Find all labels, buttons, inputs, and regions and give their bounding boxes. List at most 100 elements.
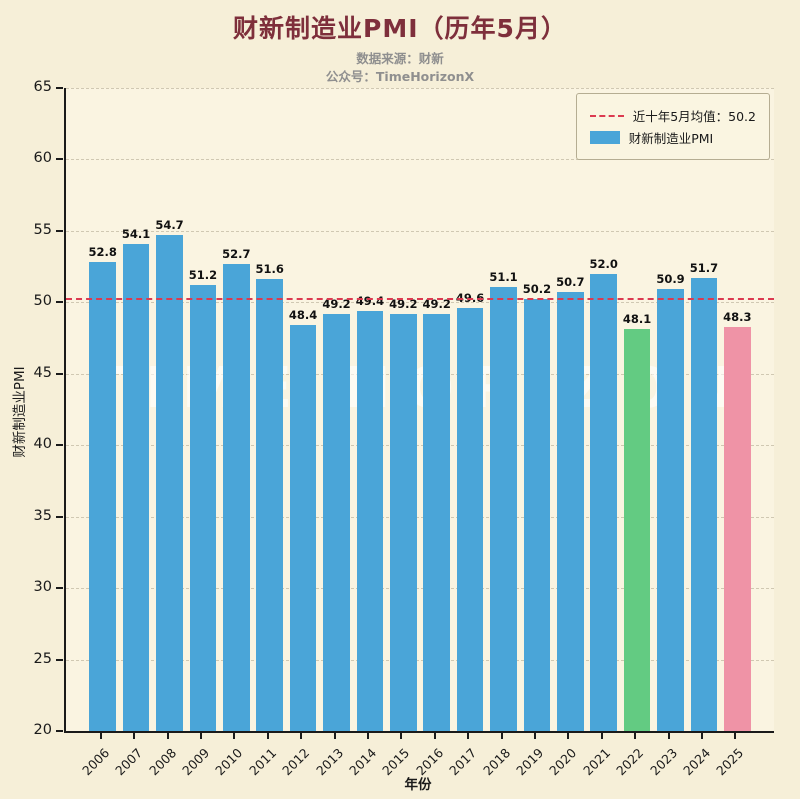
x-tick-mark [333, 733, 336, 739]
mean-line-swatch [589, 114, 624, 117]
mean-line [66, 298, 774, 301]
legend-mean-label: 近十年5月均值：50.2 [632, 109, 756, 124]
plot-area: TIME HORIZON 近十年5月均值：50.2 财新制造业PMI 52.8 5… [64, 88, 774, 733]
y-tick-mark [56, 372, 63, 375]
legend-row-series: 财新制造业PMI [589, 128, 756, 147]
bar-value-label: 51.1 [489, 269, 518, 284]
gridline [66, 373, 774, 375]
bar-2008 [156, 235, 183, 731]
bar-value-label: 48.1 [622, 312, 652, 327]
bar-2018 [490, 286, 517, 731]
bar-2020 [556, 292, 584, 731]
account-subtitle: 公众号：TimeHorizonX [325, 69, 475, 84]
x-tick-mark [266, 733, 269, 739]
bar-value-label: 48.3 [723, 309, 752, 324]
bar-2025 [723, 326, 751, 731]
x-tick-mark [667, 733, 670, 739]
y-tick-label: 60 [33, 150, 52, 167]
y-tick-label: 30 [33, 579, 52, 596]
bar-2021 [590, 273, 618, 731]
bar-2012 [289, 325, 317, 731]
bar-2024 [690, 278, 718, 731]
y-tick-label: 45 [33, 364, 52, 381]
gridline [66, 659, 774, 661]
bar-2009 [189, 285, 217, 731]
y-tick-label: 50 [33, 293, 52, 310]
bar-value-label: 54.7 [155, 218, 184, 233]
gridline [66, 88, 774, 89]
x-tick-mark [700, 733, 703, 739]
bar-2014 [356, 310, 384, 731]
legend: 近十年5月均值：50.2 财新制造业PMI [575, 93, 770, 160]
y-tick-mark [56, 658, 63, 661]
y-tick-mark [56, 730, 63, 732]
x-tick-mark [300, 733, 303, 739]
y-tick-label: 20 [33, 722, 52, 738]
x-tick-mark [500, 733, 503, 739]
bar-value-label: 49.4 [355, 293, 385, 308]
legend-row-mean: 近十年5月均值：50.2 [589, 106, 756, 125]
bar-2015 [389, 313, 417, 731]
bar-2017 [456, 308, 484, 731]
bar-value-label: 50.7 [556, 275, 585, 290]
bar-2022 [623, 329, 651, 731]
y-tick-mark [56, 158, 63, 161]
gridline [66, 230, 774, 232]
bar-value-label: 52.8 [88, 245, 117, 260]
x-tick-mark [133, 733, 136, 739]
y-tick-label: 40 [33, 436, 52, 453]
bar-2019 [523, 299, 551, 731]
bar-value-label: 50.2 [522, 282, 552, 297]
bar-value-label: 51.7 [689, 261, 719, 276]
y-tick-mark [56, 301, 63, 304]
gridline [66, 159, 774, 161]
bar-value-label: 52.0 [589, 256, 618, 271]
x-tick-mark [166, 733, 169, 739]
y-tick-mark [56, 229, 63, 232]
x-tick-mark [600, 733, 603, 739]
x-axis-label: 年份 [404, 777, 432, 793]
bar-value-label: 49.6 [455, 291, 485, 306]
y-tick-mark [56, 515, 63, 518]
x-tick-mark [734, 733, 737, 739]
y-axis-label: 财新制造业PMI [12, 366, 28, 458]
x-tick-mark [567, 733, 570, 739]
x-tick-mark [99, 733, 102, 739]
bar-value-label: 51.6 [255, 262, 284, 277]
y-tick-mark [56, 87, 63, 89]
bar-value-label: 51.2 [188, 268, 218, 283]
x-tick-mark [366, 733, 369, 739]
chart-title: 财新制造业PMI（历年5月） [233, 14, 567, 43]
x-tick-mark [433, 733, 436, 739]
bar-value-label: 48.4 [288, 308, 318, 323]
bar-2006 [89, 262, 117, 731]
gridline [66, 302, 774, 304]
data-source-subtitle: 数据来源：财新 [356, 51, 444, 66]
bar-2010 [222, 263, 250, 731]
y-tick-label: 55 [33, 221, 52, 238]
series-swatch [589, 131, 620, 144]
bar-2016 [423, 313, 451, 731]
y-tick-label: 35 [33, 507, 52, 524]
bar-2011 [256, 279, 284, 731]
bar-value-label: 54.1 [121, 226, 151, 241]
legend-series-label: 财新制造业PMI [628, 131, 714, 146]
bar-value-label: 52.7 [222, 246, 251, 261]
x-tick-mark [634, 733, 637, 739]
y-tick-label: 65 [33, 79, 52, 95]
x-tick-mark [400, 733, 403, 739]
y-tick-mark [56, 444, 63, 447]
x-tick-mark [233, 733, 236, 739]
gridline [66, 588, 774, 590]
bar-value-label: 50.9 [656, 272, 685, 287]
x-tick-mark [467, 733, 470, 739]
bar-2007 [122, 243, 150, 731]
y-tick-mark [56, 587, 63, 590]
y-tick-label: 25 [33, 650, 52, 667]
x-tick-mark [199, 733, 202, 739]
bar-2013 [323, 313, 350, 731]
bar-2023 [657, 289, 684, 731]
gridline [66, 516, 774, 518]
gridline [66, 445, 774, 447]
